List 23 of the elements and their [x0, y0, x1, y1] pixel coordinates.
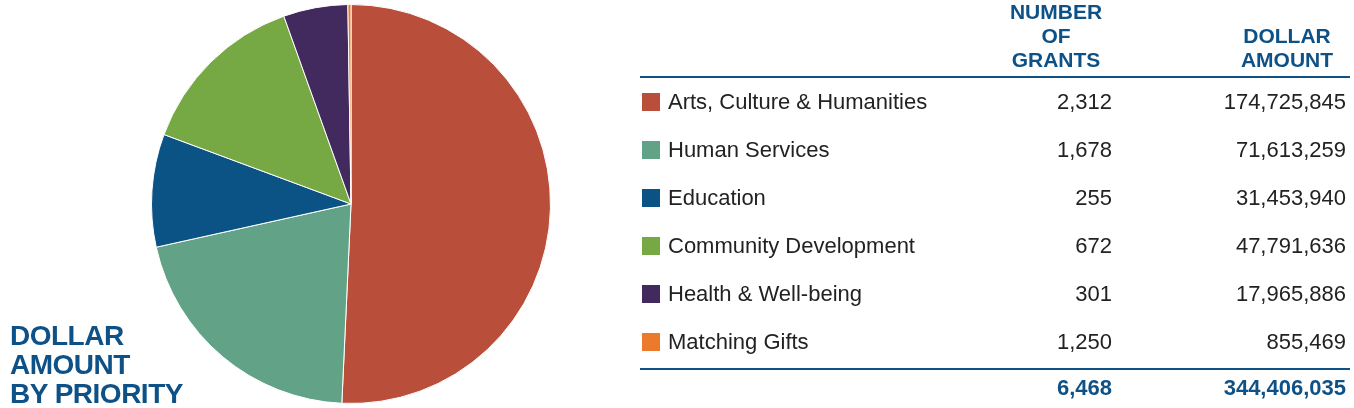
data-label: 174,725,845 [1223, 89, 1346, 115]
data-label: 1,250 [1056, 329, 1112, 355]
data-label: 301 [1075, 281, 1112, 307]
legend-label: Health & Well-being [668, 281, 863, 307]
text: NUMBER OF GRANTS [1008, 0, 1104, 72]
data-label: 47,791,636 [1235, 233, 1346, 259]
text: 6,468 [1056, 375, 1112, 400]
data-label: 31,453,940 [1235, 185, 1346, 211]
data-label: 255 [1075, 185, 1112, 211]
legend-label: Arts, Culture & Humanities [668, 89, 928, 115]
data-label: 672 [1075, 233, 1112, 259]
text: 344,406,035 [1223, 375, 1346, 400]
legend-label: Education [668, 185, 766, 211]
legend-label: Human Services [668, 137, 830, 163]
data-label: 71,613,259 [1235, 137, 1346, 163]
data-label: 1,678 [1056, 137, 1112, 163]
legend-title: DOLLAR AMOUNT [1239, 24, 1335, 72]
data-label: 2,312 [1056, 89, 1112, 115]
text: DOLLAR AMOUNT BY PRIORITY [10, 320, 183, 408]
data-label: 17,965,886 [1235, 281, 1346, 307]
data-label: 855,469 [1266, 329, 1346, 355]
legend-label: Community Development [668, 233, 915, 259]
legend-label: Matching Gifts [668, 329, 809, 355]
